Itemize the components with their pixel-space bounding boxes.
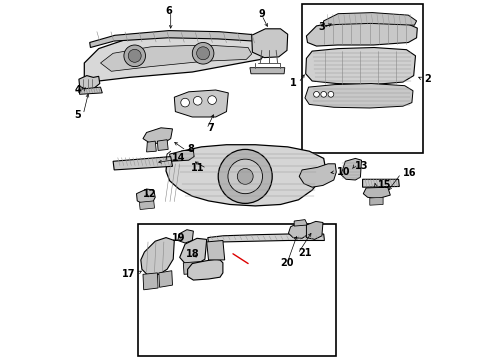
Polygon shape: [305, 84, 412, 108]
Text: 6: 6: [165, 6, 172, 16]
Text: 19: 19: [172, 233, 185, 243]
Polygon shape: [142, 128, 172, 143]
Circle shape: [327, 91, 333, 97]
Text: 14: 14: [172, 153, 185, 163]
Text: 12: 12: [142, 189, 156, 199]
Circle shape: [193, 96, 202, 105]
Circle shape: [207, 96, 216, 104]
Text: 17: 17: [122, 269, 136, 279]
Circle shape: [181, 98, 189, 107]
Polygon shape: [322, 13, 416, 26]
Polygon shape: [306, 22, 416, 46]
Polygon shape: [79, 76, 100, 89]
Polygon shape: [169, 150, 194, 161]
Circle shape: [123, 45, 145, 67]
Polygon shape: [142, 273, 158, 290]
Text: 4: 4: [75, 85, 81, 95]
Text: 3: 3: [318, 22, 325, 32]
Text: 15: 15: [377, 180, 390, 190]
Circle shape: [320, 91, 326, 97]
Polygon shape: [79, 87, 102, 94]
Polygon shape: [187, 259, 223, 280]
Polygon shape: [178, 230, 193, 243]
Polygon shape: [89, 31, 260, 48]
Polygon shape: [179, 238, 206, 265]
Polygon shape: [288, 222, 308, 238]
Bar: [302, 4, 422, 153]
Polygon shape: [159, 271, 172, 287]
Polygon shape: [141, 238, 174, 275]
Polygon shape: [136, 189, 155, 204]
Polygon shape: [369, 197, 382, 205]
Text: 13: 13: [355, 161, 368, 171]
Text: 20: 20: [280, 258, 293, 268]
Polygon shape: [363, 187, 389, 199]
Text: 21: 21: [297, 248, 311, 258]
Circle shape: [196, 47, 209, 60]
Polygon shape: [251, 29, 287, 58]
Text: 18: 18: [185, 249, 199, 259]
Text: 2: 2: [423, 74, 429, 84]
Polygon shape: [306, 221, 322, 239]
Circle shape: [218, 149, 272, 203]
Text: 1: 1: [289, 78, 296, 88]
Polygon shape: [299, 164, 336, 187]
Polygon shape: [305, 48, 415, 85]
Polygon shape: [84, 34, 265, 81]
Circle shape: [313, 91, 319, 97]
Polygon shape: [207, 234, 324, 243]
Text: 16: 16: [402, 168, 416, 178]
Bar: [138, 224, 336, 356]
Text: 10: 10: [336, 167, 349, 177]
Polygon shape: [183, 261, 204, 274]
Circle shape: [128, 49, 141, 62]
Polygon shape: [362, 179, 399, 187]
Polygon shape: [174, 90, 228, 117]
Circle shape: [237, 168, 253, 184]
Polygon shape: [166, 145, 325, 206]
Polygon shape: [113, 157, 172, 170]
Circle shape: [192, 42, 213, 64]
Polygon shape: [139, 201, 154, 210]
Polygon shape: [101, 45, 251, 71]
Text: 9: 9: [258, 9, 264, 19]
Polygon shape: [157, 140, 168, 150]
Text: 8: 8: [186, 144, 193, 154]
Polygon shape: [146, 141, 156, 152]
Circle shape: [227, 159, 262, 194]
Text: 7: 7: [207, 123, 214, 133]
Polygon shape: [340, 158, 361, 180]
Polygon shape: [249, 68, 284, 74]
Polygon shape: [206, 240, 224, 260]
Text: 11: 11: [190, 163, 204, 174]
Text: 5: 5: [75, 110, 81, 120]
Polygon shape: [294, 220, 307, 226]
